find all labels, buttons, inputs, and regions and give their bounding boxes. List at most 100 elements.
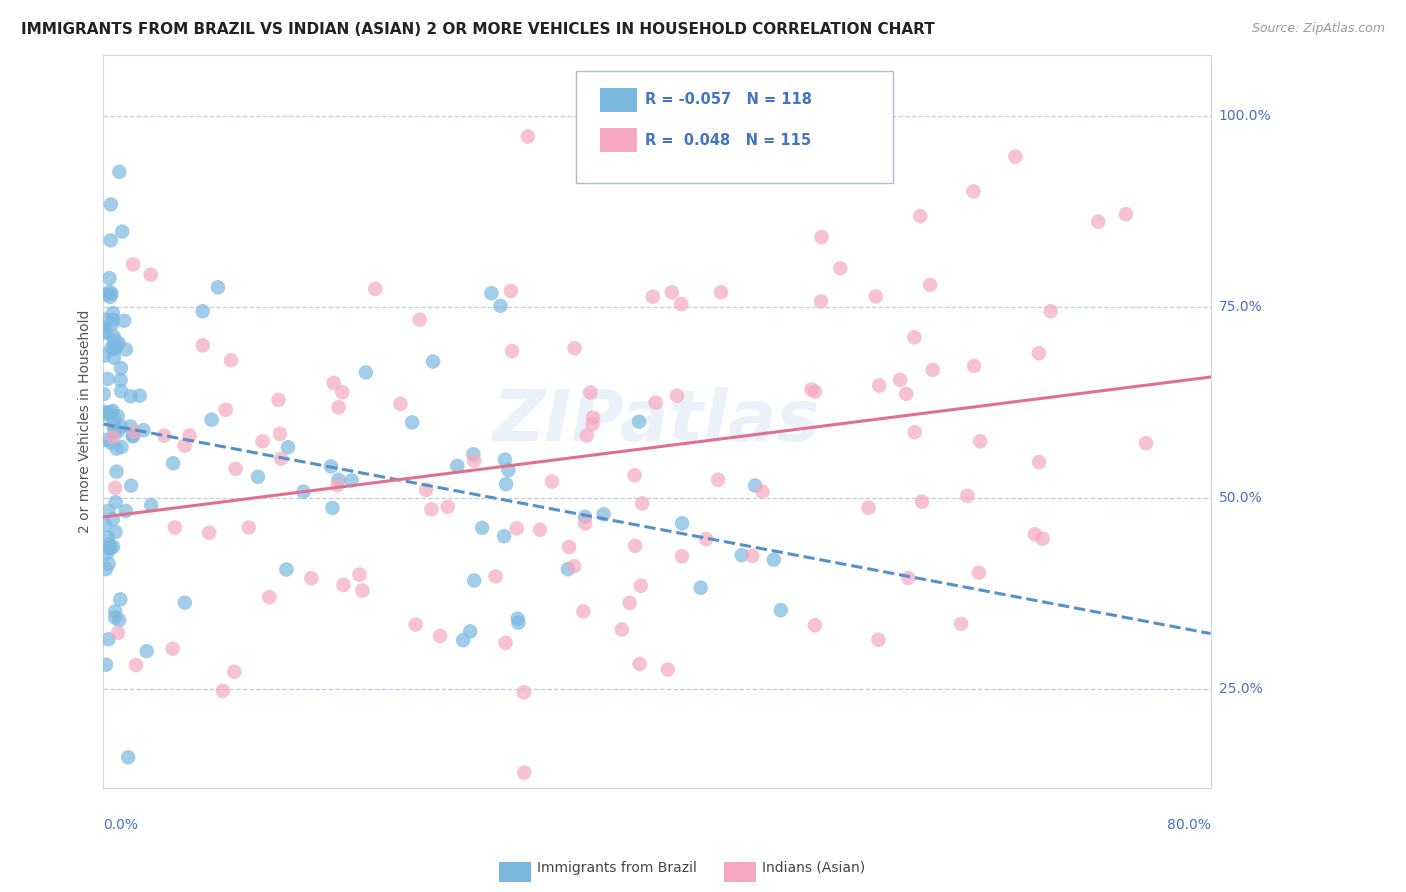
- Point: [103, 333, 125, 347]
- Point: [93, 405, 115, 419]
- Point: [908, 209, 931, 223]
- Point: [579, 385, 602, 400]
- Point: [868, 378, 890, 392]
- Point: [104, 495, 127, 509]
- Point: [422, 354, 444, 368]
- Point: [132, 423, 155, 437]
- Point: [122, 425, 145, 439]
- Point: [98, 271, 121, 285]
- Point: [252, 434, 274, 449]
- Point: [94, 433, 117, 447]
- Point: [627, 415, 650, 429]
- Point: [117, 750, 139, 764]
- Text: 25.0%: 25.0%: [1219, 681, 1263, 696]
- Point: [100, 233, 122, 247]
- Point: [292, 484, 315, 499]
- Point: [1024, 527, 1046, 541]
- Point: [121, 429, 143, 443]
- Point: [1028, 455, 1050, 469]
- Point: [97, 537, 120, 551]
- Point: [322, 376, 344, 390]
- Text: R = -0.057   N = 118: R = -0.057 N = 118: [645, 93, 813, 107]
- Point: [495, 636, 517, 650]
- Point: [139, 268, 162, 282]
- Point: [853, 113, 876, 128]
- Point: [897, 571, 920, 585]
- Point: [389, 397, 412, 411]
- Point: [108, 165, 131, 179]
- Point: [505, 521, 527, 535]
- Point: [463, 447, 485, 461]
- Point: [641, 290, 664, 304]
- Point: [270, 451, 292, 466]
- Point: [94, 324, 117, 338]
- Point: [731, 548, 754, 562]
- Point: [904, 425, 927, 439]
- Point: [830, 261, 852, 276]
- Point: [463, 454, 485, 468]
- Point: [564, 341, 586, 355]
- Point: [463, 574, 485, 588]
- Point: [529, 523, 551, 537]
- Point: [582, 410, 605, 425]
- Point: [98, 405, 121, 419]
- Point: [173, 439, 195, 453]
- Point: [97, 541, 120, 556]
- Point: [494, 452, 516, 467]
- Point: [105, 338, 128, 352]
- Point: [707, 473, 730, 487]
- Point: [321, 500, 343, 515]
- Point: [420, 502, 443, 516]
- Point: [751, 484, 773, 499]
- Point: [103, 430, 125, 444]
- Point: [93, 407, 115, 421]
- Point: [451, 633, 474, 648]
- Point: [211, 684, 233, 698]
- Point: [122, 429, 145, 443]
- Text: Source: ZipAtlas.com: Source: ZipAtlas.com: [1251, 22, 1385, 36]
- Point: [198, 525, 221, 540]
- Point: [101, 417, 124, 432]
- Point: [911, 494, 934, 508]
- Text: 100.0%: 100.0%: [1219, 109, 1271, 123]
- Point: [110, 440, 132, 454]
- Point: [956, 489, 979, 503]
- Point: [689, 581, 711, 595]
- Point: [94, 657, 117, 672]
- Point: [122, 257, 145, 271]
- Point: [471, 521, 494, 535]
- Point: [103, 351, 125, 365]
- Text: 80.0%: 80.0%: [1167, 818, 1211, 832]
- Point: [319, 459, 342, 474]
- Point: [804, 618, 827, 632]
- Point: [657, 663, 679, 677]
- Point: [810, 230, 832, 244]
- Point: [277, 440, 299, 454]
- Point: [501, 343, 523, 358]
- Point: [276, 562, 298, 576]
- Point: [191, 304, 214, 318]
- Point: [1087, 214, 1109, 228]
- Point: [498, 463, 520, 477]
- Point: [100, 341, 122, 355]
- Text: IMMIGRANTS FROM BRAZIL VS INDIAN (ASIAN) 2 OR MORE VEHICLES IN HOUSEHOLD CORRELA: IMMIGRANTS FROM BRAZIL VS INDIAN (ASIAN)…: [21, 22, 935, 37]
- Point: [104, 341, 127, 355]
- Point: [1135, 436, 1157, 450]
- Text: Indians (Asian): Indians (Asian): [762, 861, 865, 875]
- Point: [103, 425, 125, 439]
- Point: [93, 326, 115, 340]
- Point: [804, 384, 827, 399]
- Point: [173, 596, 195, 610]
- Point: [574, 516, 596, 531]
- Point: [458, 624, 481, 639]
- Point: [513, 685, 536, 699]
- Point: [340, 474, 363, 488]
- Point: [96, 406, 118, 420]
- Point: [858, 500, 880, 515]
- Point: [562, 559, 585, 574]
- Point: [153, 428, 176, 442]
- Point: [1115, 207, 1137, 221]
- Point: [499, 284, 522, 298]
- Point: [93, 387, 115, 401]
- Point: [623, 468, 645, 483]
